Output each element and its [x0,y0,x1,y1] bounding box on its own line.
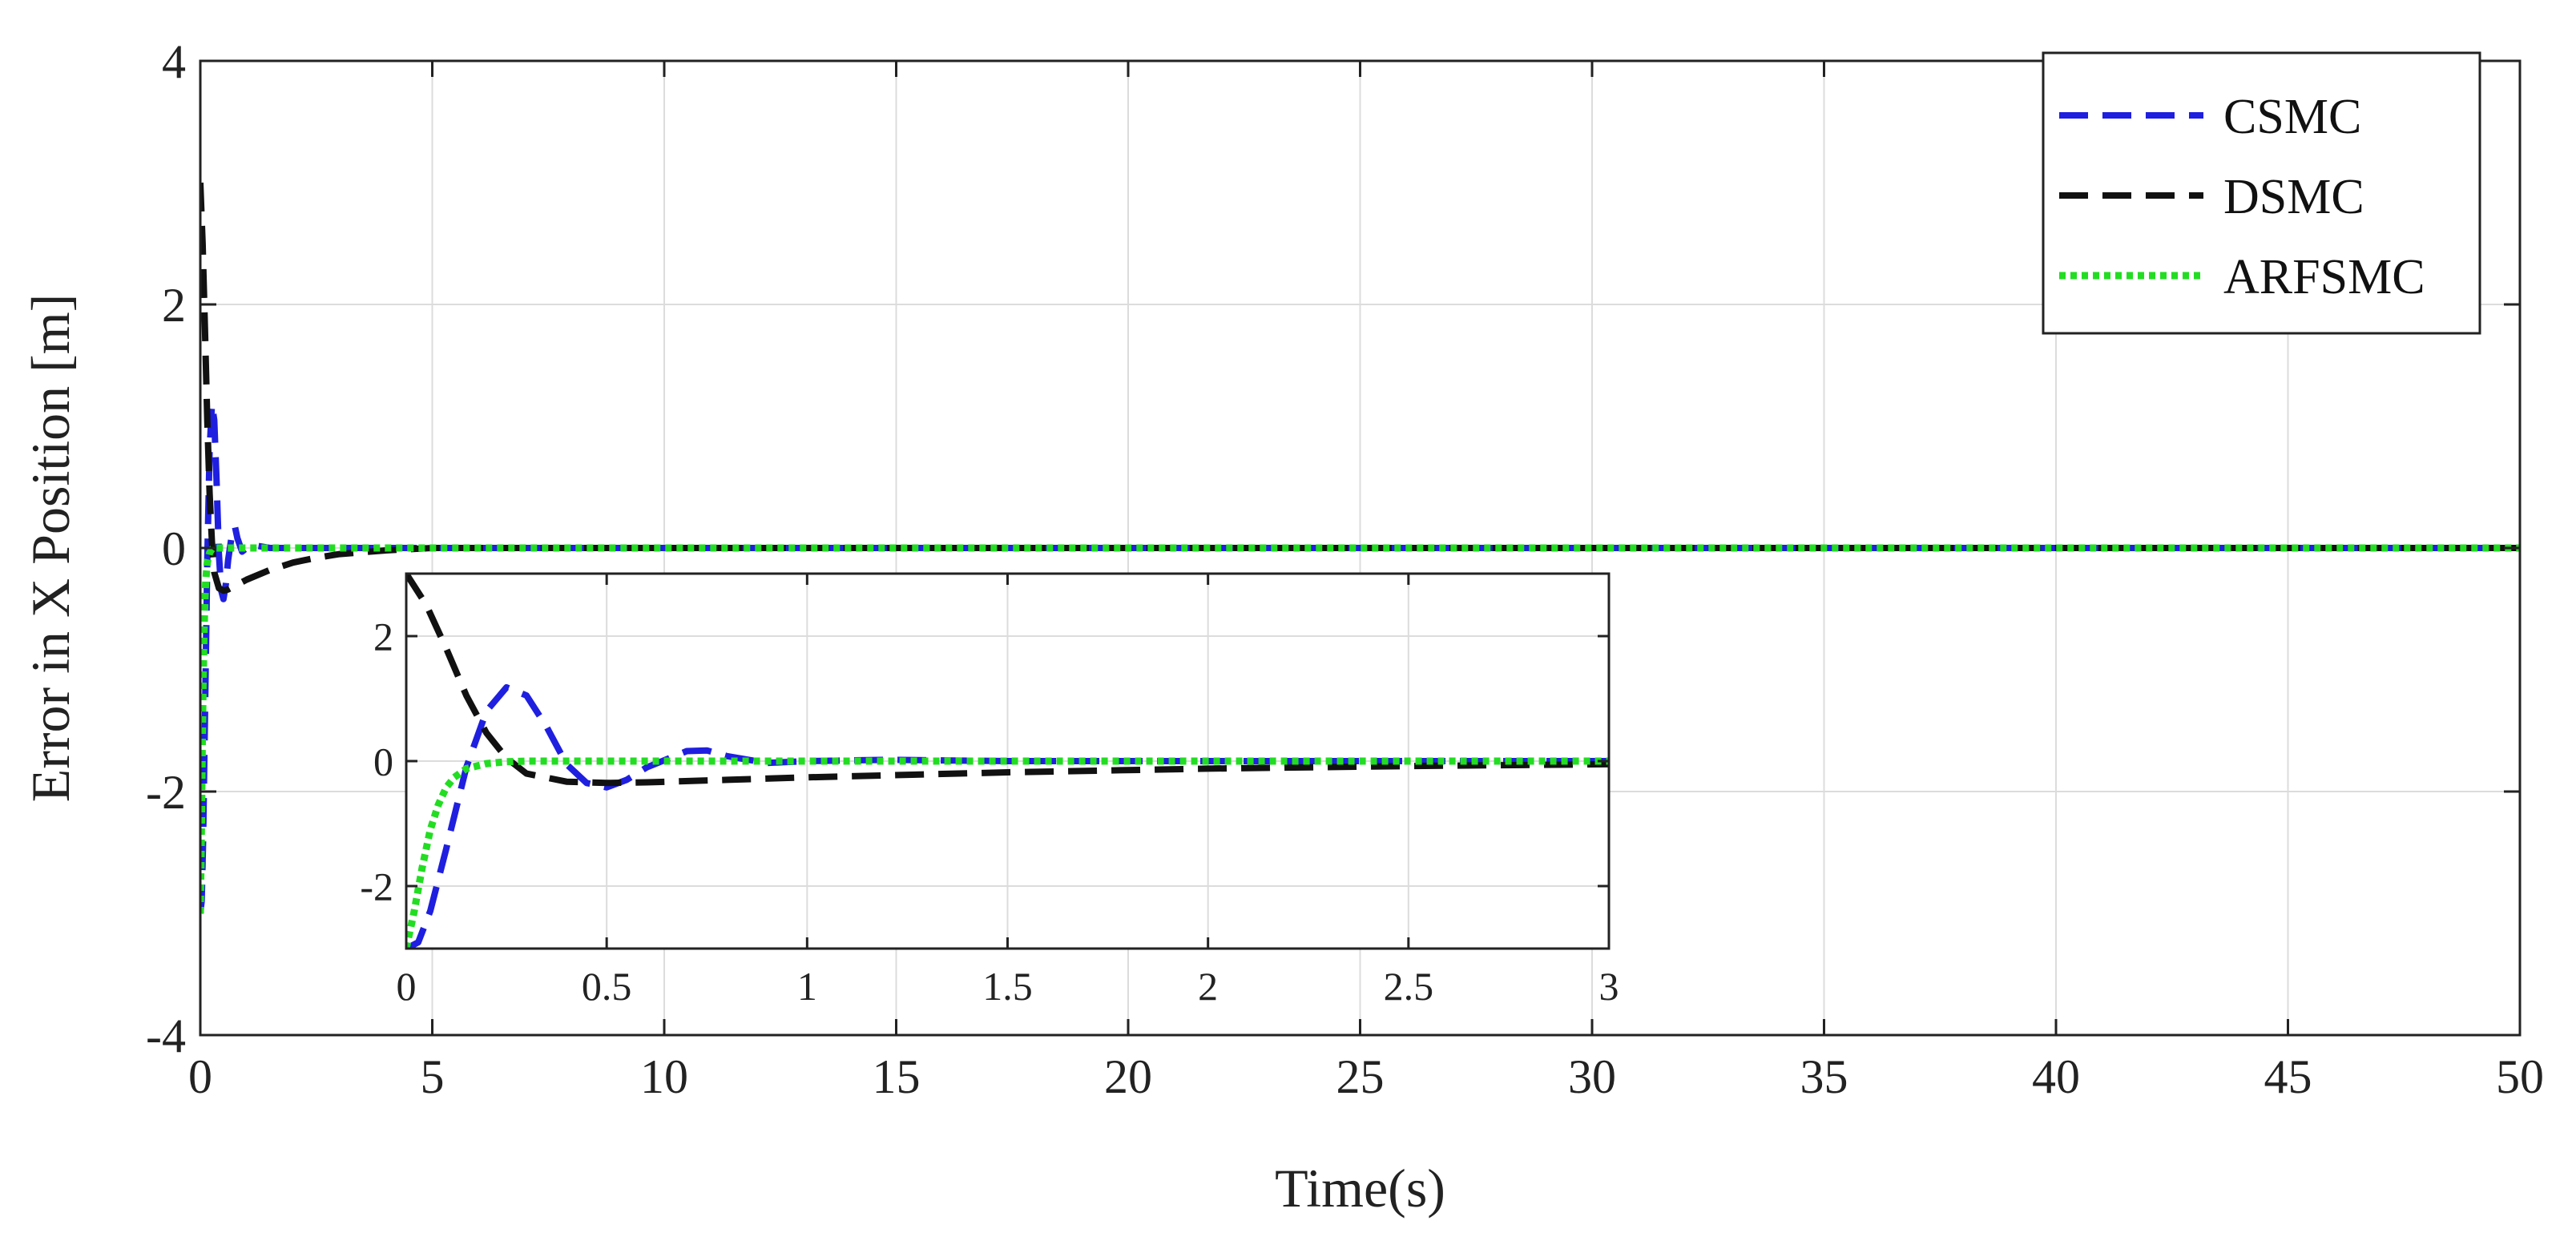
main-y-tick-label: 4 [162,35,186,88]
inset-x-tick-label: 0.5 [582,964,632,1009]
inset-x-tick-label: 1.5 [982,964,1033,1009]
main-series-dsmc-line [200,182,2520,594]
main-x-tick-label: 35 [1800,1050,1848,1103]
inset-plot-series [406,574,1609,949]
inset-x-tick-label: 1 [797,964,817,1009]
inset-x-tick-label: 0 [397,964,417,1009]
inset-axis-ticks: 0 0.5 1 1.5 2 2.5 3 -2 0 2 [360,574,1619,1009]
main-x-tick-label: 5 [421,1050,445,1103]
legend-label-csmc: CSMC [2223,90,2361,144]
main-x-tick-label: 20 [1104,1050,1152,1103]
main-y-tick-label: 2 [162,279,186,332]
main-x-tick-label: 45 [2264,1050,2312,1103]
inset-y-tick-label: 0 [373,739,393,784]
inset-series-arfsmc-line [406,757,1609,949]
inset-y-tick-label: -2 [360,864,393,909]
main-x-tick-label: 40 [2032,1050,2080,1103]
inset-x-tick-label: 2.5 [1384,964,1434,1009]
x-axis-label: Time(s) [1275,1158,1445,1219]
main-series-arfsmc-line [200,544,2520,914]
inset-y-tick-label: 2 [373,614,393,659]
inset-plot: 0 0.5 1 1.5 2 2.5 3 -2 0 2 [360,572,1619,1009]
inset-series-dsmc-line [406,574,1609,787]
inset-x-tick-label: 3 [1599,964,1619,1009]
main-x-tick-label: 30 [1568,1050,1616,1103]
main-x-tick-label: 10 [640,1050,688,1103]
legend-label-dsmc: DSMC [2223,170,2364,224]
main-x-tick-label: 15 [873,1050,921,1103]
main-y-tick-label: 0 [162,522,186,575]
main-x-tick-label: 50 [2496,1050,2544,1103]
legend-label-arfsmc: ARFSMC [2223,250,2425,304]
inset-x-tick-label: 2 [1198,964,1218,1009]
y-axis-label: Error in X Position [m] [20,294,81,803]
main-plot-series [200,182,2520,914]
main-y-tick-label: -4 [146,1009,186,1062]
legend: CSMC DSMC ARFSMC [2042,51,2481,335]
main-x-tick-label: 25 [1336,1050,1385,1103]
main-y-tick-label: -2 [146,766,186,819]
main-x-tick-label: 0 [188,1050,212,1103]
